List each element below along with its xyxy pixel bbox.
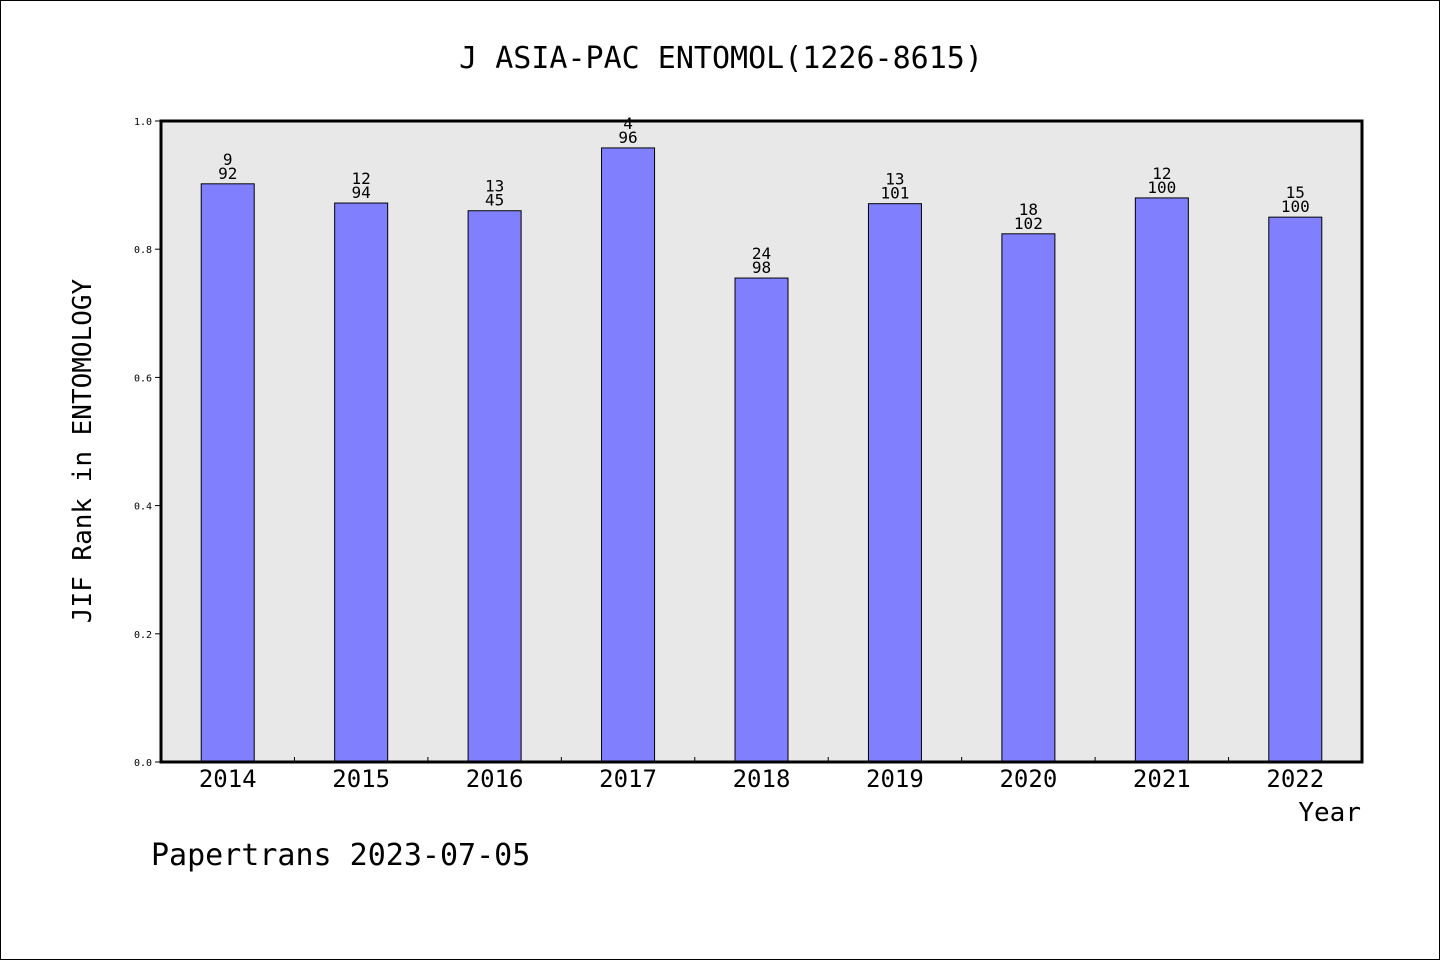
bar-total-label: 100	[1281, 197, 1310, 216]
bar-total-label: 102	[1014, 214, 1043, 233]
bar-rank-label: 13	[885, 170, 904, 189]
bar-total-label: 98	[752, 258, 771, 277]
bar-2022	[1268, 216, 1323, 763]
bar-rank-label: 18	[1019, 200, 1038, 219]
bar-rank-label: 24	[752, 244, 771, 263]
bar-2018	[734, 277, 789, 763]
y-tick-label: 0.2	[134, 630, 152, 641]
bar-2020	[1001, 233, 1056, 763]
plot-border	[159, 119, 1364, 764]
x-tick-label: 2015	[332, 765, 390, 793]
bar-total-label: 96	[618, 128, 637, 147]
ticks-layer: 2014 2015 2016 2017 2018 2019 2020 2021 2022 0.0 0…	[134, 117, 1324, 793]
x-axis-label: Year	[1298, 798, 1361, 828]
footer-credit: Papertrans 2023-07-05	[151, 838, 530, 873]
bar-rank-label: 4	[623, 114, 633, 133]
bar-total-label: 100	[1147, 178, 1176, 197]
bar-2015	[334, 202, 389, 763]
x-tick-label: 2016	[466, 765, 524, 793]
bar-rank-label: 15	[1286, 183, 1305, 202]
bar-total-label: 101	[880, 184, 909, 203]
bar-2016	[467, 210, 522, 763]
y-tick-label: 0.8	[134, 245, 152, 256]
y-tick-label: 0.4	[134, 502, 152, 513]
bar-2017	[601, 147, 656, 763]
bar-total-label: 92	[218, 164, 237, 183]
x-tick-label: 2022	[1266, 765, 1324, 793]
x-tick-label: 2020	[999, 765, 1057, 793]
bar-rank-label: 9	[223, 150, 233, 169]
x-tick-label: 2019	[866, 765, 924, 793]
y-tick-label: 1.0	[134, 117, 152, 128]
y-tick-label: 0.6	[134, 373, 152, 384]
bar-2019	[867, 203, 922, 763]
x-tick-label: 2017	[599, 765, 657, 793]
x-tick-label: 2021	[1133, 765, 1191, 793]
bar-rank-label: 13	[485, 177, 504, 196]
y-axis-label: JIF Rank in ENTOMOLOGY	[68, 278, 98, 623]
chart-title: J ASIA-PAC ENTOMOL(1226-8615)	[459, 41, 983, 76]
bar-total-label: 94	[352, 183, 371, 202]
bar-total-label: 45	[485, 191, 504, 210]
bar-rank-label: 12	[1152, 164, 1171, 183]
y-tick-label: 0.0	[134, 758, 152, 769]
bar-rank-label: 12	[352, 169, 371, 188]
bars-layer	[200, 147, 1323, 763]
bar-2021	[1134, 197, 1189, 763]
bar-2014	[200, 183, 255, 763]
x-tick-label: 2014	[199, 765, 257, 793]
x-tick-label: 2018	[733, 765, 791, 793]
